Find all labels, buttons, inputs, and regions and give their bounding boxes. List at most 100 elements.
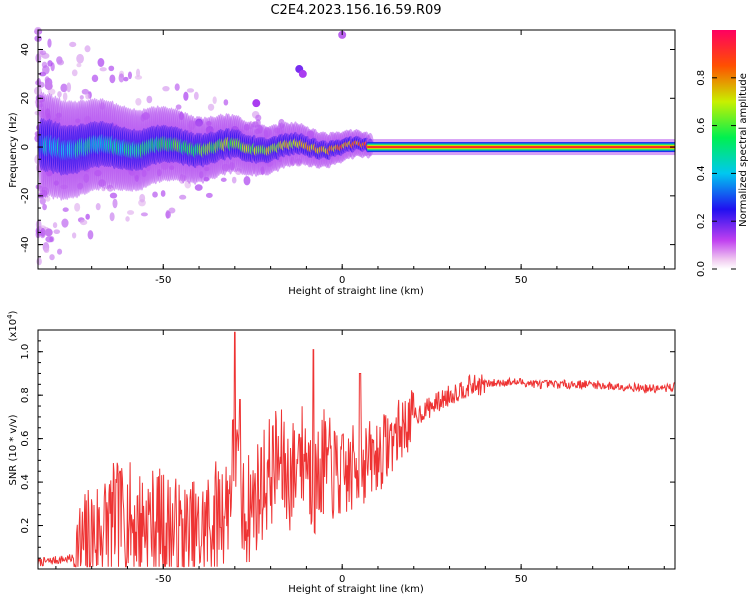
heatmap-speckle [109,74,116,84]
heatmap-steady-core [367,146,675,149]
heatmap-speckle [109,212,115,222]
heatmap-y-tick-label: 40 [20,43,31,56]
heatmap-speckle [85,213,90,220]
heatmap-speckle [76,62,82,68]
heatmap-y-tick-label: -40 [20,236,31,252]
heatmap-speckle [47,38,52,48]
heatmap-speckle [175,104,182,110]
heatmap-speckle [49,254,55,261]
heatmap-y-tick-label: -20 [20,188,31,204]
snr-series-line [37,331,675,568]
heatmap-speckle [47,60,53,67]
heatmap-speckle [76,53,84,64]
snr-line-area [37,331,675,568]
heatmap-outlier [252,99,261,108]
heatmap-speckle [127,71,132,80]
snr-y-tick-label: 0.6 [20,431,31,447]
heatmap-speckle [186,88,195,93]
heatmap-speckle [71,69,78,77]
heatmap-x-label: Height of straight line (km) [288,286,424,297]
heatmap-speckle [146,95,153,104]
heatmap-speckle [71,232,77,239]
heatmap-speckle [160,190,166,197]
heatmap-speckle [108,65,115,72]
heatmap-speckle [35,219,42,230]
heatmap-speckle [231,176,237,184]
heatmap-speckle [87,230,94,240]
heatmap-speckle [97,58,105,67]
heatmap-speckle [39,50,47,56]
heatmap-speckle [126,210,135,215]
heatmap-speckle [255,114,262,122]
snr-panel: -50 0 50 0.2 0.4 0.6 0.8 1.0 Height of straigh… [6,310,676,595]
heatmap-x-tick-label: -50 [155,275,171,286]
snr-y-tick-label: 0.4 [20,474,31,490]
snr-y-ticks: 0.2 0.4 0.6 0.8 1.0 [20,340,675,559]
heatmap-speckle [60,83,68,93]
heatmap-y-tick-label: 0 [20,144,31,150]
colorbar-label: Normalized spectral amplitude [738,73,749,227]
heatmap-speckle [99,67,107,72]
heatmap-speckle [62,207,69,212]
heatmap-speckle [56,59,65,66]
heatmap-speckle [57,91,62,98]
snr-x-tick-label: -50 [155,574,171,585]
heatmap-speckle [79,219,88,226]
heatmap-speckle [174,83,180,91]
heatmap-speckle [140,212,148,217]
heatmap-speckle [66,82,72,93]
heatmap-speckle [223,99,229,106]
heatmap-speckle [45,236,54,243]
heatmap-speckle [109,192,118,199]
heatmap-speckle [135,68,141,78]
heatmap-panel: -50 0 50 -40 -20 0 20 40 Height of straight li… [8,26,676,297]
colorbar-gradient [712,30,736,269]
heatmap-speckle [36,257,42,266]
snr-x-label: Height of straight line (km) [288,584,424,595]
heatmap-speckle [40,227,46,237]
heatmap-speckle [85,93,90,100]
heatmap-speckle [152,191,158,198]
snr-y-label: SNR (10 * v/v) [8,414,19,485]
heatmap-speckle [45,195,51,202]
heatmap-x-tick-label: 0 [339,275,345,286]
heatmap-speckle [168,207,176,214]
colorbar-tick-label: 0.8 [696,70,707,86]
snr-x-ticks: -50 0 50 [55,330,665,585]
heatmap-speckle [74,202,81,212]
snr-y-scale: (x104) [6,310,19,341]
heatmap-speckle [62,92,68,101]
heatmap-speckle [243,176,251,186]
colorbar-tick-label: 0.4 [696,165,707,181]
heatmap-speckle [118,73,125,83]
heatmap-speckle [139,193,146,203]
heatmap-speckle [81,88,90,95]
snr-y-tick-label: 0.2 [20,518,31,534]
heatmap-x-ticks: -50 0 50 [55,30,665,286]
heatmap-image [34,26,675,266]
heatmap-speckle [212,96,217,104]
heatmap-y-tick-label: 20 [20,92,31,105]
heatmap-speckle [135,97,142,106]
heatmap-speckle [165,211,171,219]
heatmap-speckle [79,95,84,100]
heatmap-speckle [183,91,189,101]
figure-title: C2E4.2023.156.16.59.R09 [270,3,441,18]
heatmap-speckle [42,203,47,211]
snr-x-tick-label: 50 [515,574,528,585]
heatmap-speckle [69,41,77,48]
heatmap-y-ticks: -40 -20 0 20 40 [20,36,675,270]
heatmap-speckle [194,184,203,191]
heatmap-speckle [61,218,69,228]
snr-x-tick-label: 0 [339,574,345,585]
heatmap-speckle [112,198,118,209]
heatmap-speckle [44,76,50,84]
heatmap-speckle [205,192,213,198]
heatmap-speckle [95,203,101,211]
heatmap-speckle [179,194,187,200]
heatmap-y-label: Frequency (Hz) [8,112,19,188]
heatmap-speckle [207,103,215,111]
heatmap-speckle [91,74,99,83]
colorbar-tick-label: 0.0 [696,261,707,277]
